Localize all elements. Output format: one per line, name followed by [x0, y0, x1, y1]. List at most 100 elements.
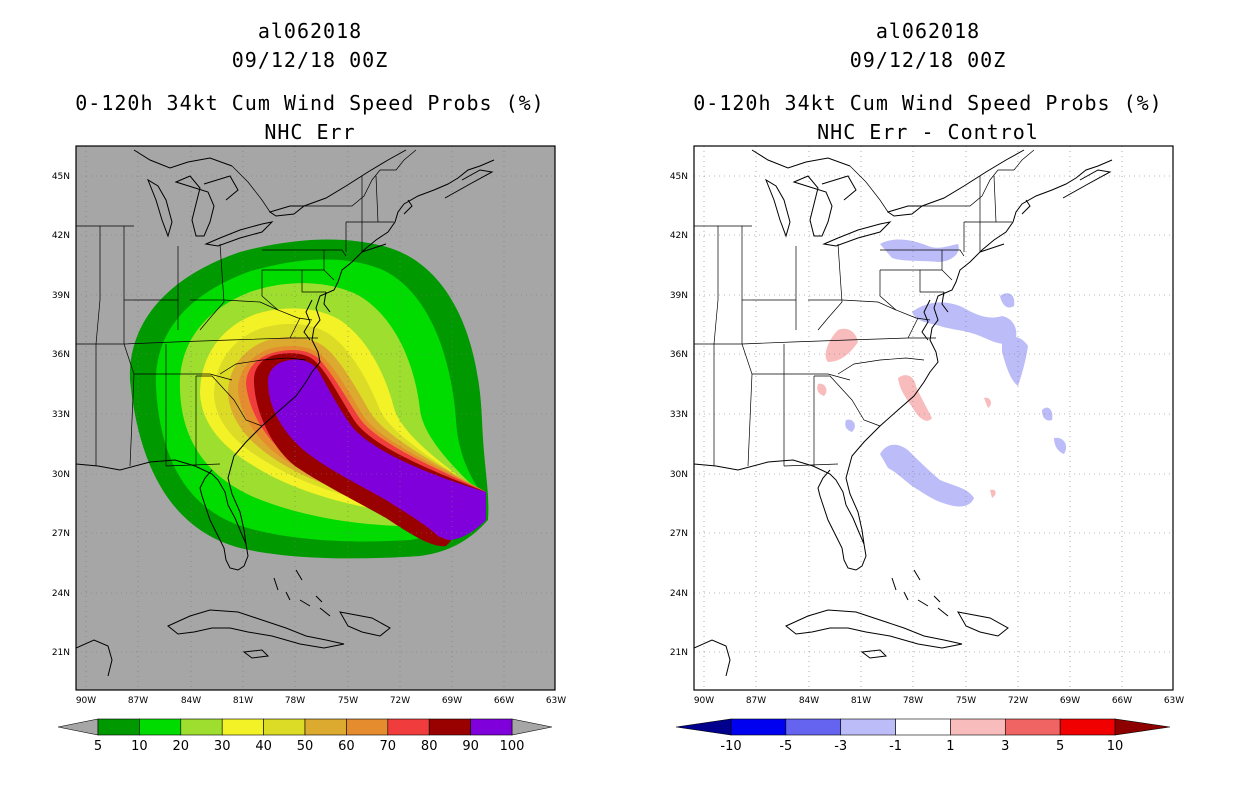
lat-label: 42N	[670, 231, 688, 241]
lat-label: 39N	[670, 291, 688, 301]
lon-label: 63W	[546, 696, 566, 706]
left-map-frame	[75, 145, 556, 691]
right-storm-id: al062018	[875, 19, 981, 43]
lon-label: 75W	[338, 696, 358, 706]
right-colorbar-label: -10	[720, 739, 741, 754]
lon-label: 84W	[181, 696, 201, 706]
right-subtitle: NHC Err - Control	[817, 120, 1039, 144]
lat-label: 27N	[52, 529, 70, 539]
colorbar-swatch	[1059, 718, 1116, 736]
colorbar-swatch	[346, 718, 389, 736]
latitude-labels: 45N 42N 39N 36N 33N 30N 27N 24N 21N 45N 42N 39N 36N 3…	[52, 172, 688, 658]
lon-label: 78W	[285, 696, 305, 706]
lat-label: 21N	[670, 648, 688, 658]
lat-label: 21N	[52, 648, 70, 658]
lat-label: 36N	[670, 350, 688, 360]
lat-label: 27N	[670, 529, 688, 539]
lon-label: 69W	[1060, 696, 1080, 706]
left-colorbar-label: 100	[500, 739, 525, 754]
left-datetime: 09/12/18 00Z	[231, 48, 389, 72]
left-colorbar-label: 50	[297, 739, 314, 754]
right-colorbar-label: 3	[1001, 739, 1009, 754]
negative-difference-areas	[845, 239, 1067, 507]
right-colorbar-label: 1	[946, 739, 954, 754]
colorbar-swatch	[730, 718, 787, 736]
right-colorbar-label: -3	[834, 739, 847, 754]
longitude-labels: 90W 87W 84W 81W 78W 75W 72W 69W 66W 63W 90W 87W 84W 8…	[76, 696, 1184, 706]
left-colorbar-label: 5	[94, 739, 102, 754]
lon-label: 78W	[903, 696, 923, 706]
right-map	[693, 145, 1174, 691]
colorbar-high-triangle	[1114, 718, 1171, 736]
right-title-block: al062018 09/12/18 00Z 0-120h 34kt Cum Wi…	[658, 17, 1198, 147]
left-subtitle: NHC Err	[264, 120, 356, 144]
left-colorbar-label: 60	[338, 739, 355, 754]
lat-label: 39N	[52, 291, 70, 301]
lat-label: 36N	[52, 350, 70, 360]
lat-label: 33N	[670, 410, 688, 420]
lon-label: 72W	[1008, 696, 1028, 706]
left-colorbar-label: 40	[255, 739, 272, 754]
colorbar-swatch	[428, 718, 471, 736]
left-colorbar-label: 90	[462, 739, 479, 754]
lon-label: 90W	[76, 696, 96, 706]
colorbar-swatch	[1004, 718, 1061, 736]
lon-label: 87W	[746, 696, 766, 706]
colorbar-low-triangle	[57, 718, 99, 736]
lon-label: 81W	[851, 696, 871, 706]
right-colorbar-label: -1	[889, 739, 902, 754]
lat-label: 45N	[52, 172, 70, 182]
right-map-frame	[693, 145, 1174, 691]
lat-label: 24N	[52, 589, 70, 599]
left-colorbar-label: 20	[173, 739, 190, 754]
lat-label: 30N	[52, 470, 70, 480]
colorbar-swatch	[139, 718, 182, 736]
colorbar-high-triangle	[511, 718, 553, 736]
lat-label: 45N	[670, 172, 688, 182]
lat-label: 33N	[52, 410, 70, 420]
lon-label: 66W	[494, 696, 514, 706]
colorbar-swatch	[387, 718, 430, 736]
left-map	[75, 145, 556, 691]
lon-label: 81W	[233, 696, 253, 706]
right-datetime: 09/12/18 00Z	[849, 48, 1007, 72]
right-map-background	[694, 146, 1173, 690]
colorbar-low-triangle	[675, 718, 732, 736]
colorbar-swatch	[895, 718, 951, 736]
colorbar-swatch	[221, 718, 264, 736]
left-probability-contours	[129, 239, 489, 559]
colorbar-swatch	[304, 718, 347, 736]
lon-label: 63W	[1164, 696, 1184, 706]
positive-difference-areas	[817, 328, 996, 498]
left-colorbar-label: 30	[214, 739, 231, 754]
colorbar-swatch	[470, 718, 513, 736]
colorbar-swatch	[785, 718, 842, 736]
lat-label: 24N	[670, 589, 688, 599]
lon-label: 87W	[128, 696, 148, 706]
colorbar-swatch	[840, 718, 896, 736]
right-product-title: 0-120h 34kt Cum Wind Speed Probs (%)	[693, 91, 1163, 115]
lon-label: 72W	[390, 696, 410, 706]
colorbar-swatch	[97, 718, 140, 736]
left-colorbar-label: 80	[421, 739, 438, 754]
left-storm-id: al062018	[257, 19, 363, 43]
lon-label: 84W	[799, 696, 819, 706]
colorbar-swatch	[263, 718, 306, 736]
lon-label: 66W	[1112, 696, 1132, 706]
colorbar-swatch	[180, 718, 223, 736]
left-title-block: al062018 09/12/18 00Z 0-120h 34kt Cum Wi…	[40, 17, 580, 147]
lon-label: 75W	[956, 696, 976, 706]
contour-90	[268, 359, 486, 540]
left-colorbar-label: 70	[380, 739, 397, 754]
lon-label: 90W	[694, 696, 714, 706]
right-colorbar-label: -5	[779, 739, 792, 754]
lat-label: 30N	[670, 470, 688, 480]
left-product-title: 0-120h 34kt Cum Wind Speed Probs (%)	[75, 91, 545, 115]
right-colorbar-label: 10	[1107, 739, 1124, 754]
left-colorbar-label: 10	[131, 739, 148, 754]
right-colorbar-label: 5	[1056, 739, 1064, 754]
lon-label: 69W	[442, 696, 462, 706]
colorbar-swatch	[950, 718, 1006, 736]
left-colorbar: 5 10 20 30 40 50 60 70 80 90 100	[57, 718, 553, 754]
